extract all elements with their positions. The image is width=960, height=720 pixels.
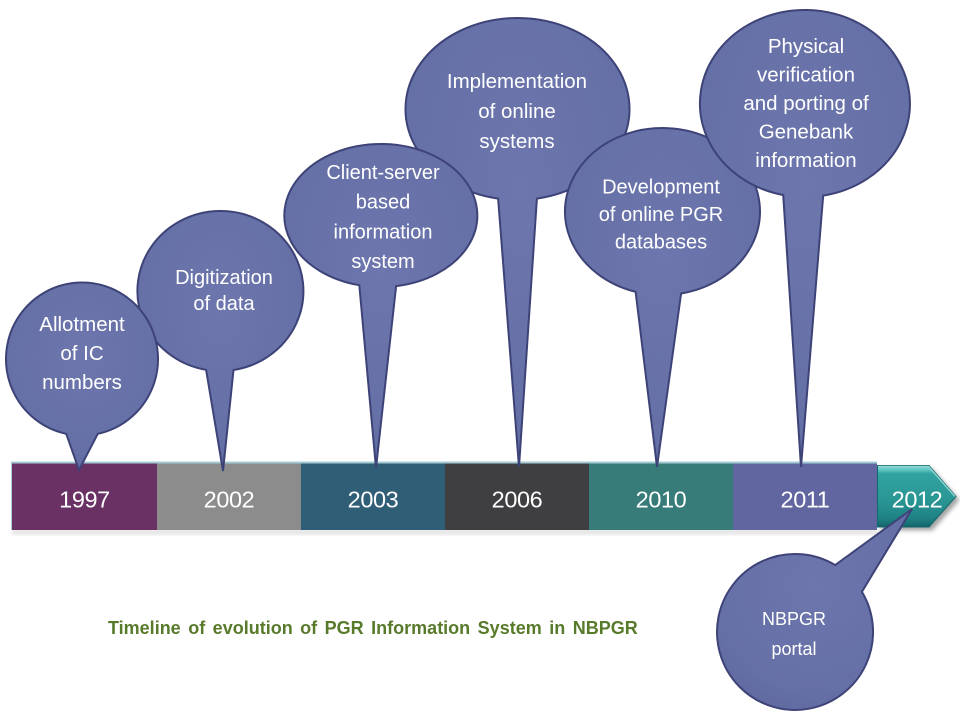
svg-text:Client-server: Client-server	[326, 162, 440, 184]
svg-text:2002: 2002	[204, 487, 255, 513]
svg-text:portal: portal	[771, 639, 816, 659]
svg-text:of online: of online	[478, 100, 556, 123]
svg-text:of data: of data	[193, 293, 255, 315]
svg-text:Implementation: Implementation	[447, 70, 587, 93]
svg-text:numbers: numbers	[42, 371, 122, 394]
svg-text:Timeline of evolution of PGR I: Timeline of evolution of PGR Information…	[108, 618, 638, 638]
svg-text:based: based	[356, 192, 411, 214]
svg-text:information: information	[334, 221, 433, 243]
svg-text:Digitization: Digitization	[175, 267, 273, 289]
svg-text:of IC: of IC	[60, 342, 103, 365]
svg-text:2006: 2006	[492, 487, 543, 513]
svg-text:information: information	[755, 149, 856, 172]
svg-text:verification: verification	[757, 64, 855, 87]
svg-text:system: system	[351, 251, 414, 273]
svg-text:2003: 2003	[348, 487, 399, 513]
svg-text:and porting of: and porting of	[743, 92, 869, 115]
svg-text:1997: 1997	[59, 487, 110, 513]
svg-text:2012: 2012	[892, 487, 943, 513]
svg-text:Development: Development	[602, 177, 720, 199]
svg-text:of online PGR: of online PGR	[599, 204, 724, 226]
svg-text:Genebank: Genebank	[759, 121, 854, 144]
svg-text:2010: 2010	[636, 487, 687, 513]
svg-text:systems: systems	[479, 130, 554, 153]
svg-text:Allotment: Allotment	[39, 313, 125, 336]
svg-text:Physical: Physical	[768, 35, 844, 58]
svg-text:2011: 2011	[781, 487, 830, 513]
svg-text:NBPGR: NBPGR	[762, 609, 826, 629]
svg-text:databases: databases	[615, 232, 707, 254]
